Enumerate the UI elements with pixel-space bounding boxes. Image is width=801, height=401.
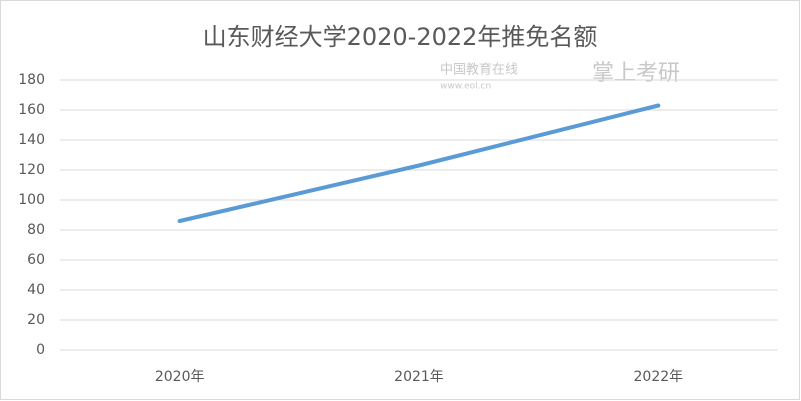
watermark: 掌上考研: [592, 61, 680, 86]
watermark: www.eol.cn: [440, 82, 491, 92]
x-tick-label: 2022年: [634, 369, 684, 385]
y-tick-label: 0: [36, 342, 45, 358]
y-tick-label: 140: [18, 132, 45, 148]
y-tick-label: 80: [27, 222, 45, 238]
x-tick-label: 2020年: [155, 369, 205, 385]
y-tick-label: 120: [18, 162, 45, 178]
chart-title: 山东财经大学2020-2022年推免名额: [203, 23, 598, 51]
x-tick-label: 2021年: [394, 369, 444, 385]
y-tick-label: 60: [27, 252, 45, 268]
line-series: [177, 103, 661, 223]
y-tick-label: 180: [18, 72, 45, 88]
y-tick-label: 100: [18, 192, 45, 208]
y-tick-label: 40: [27, 282, 45, 298]
y-tick-label: 160: [18, 102, 45, 118]
y-tick-label: 20: [27, 312, 45, 328]
watermark: 中国教育在线: [440, 62, 518, 78]
